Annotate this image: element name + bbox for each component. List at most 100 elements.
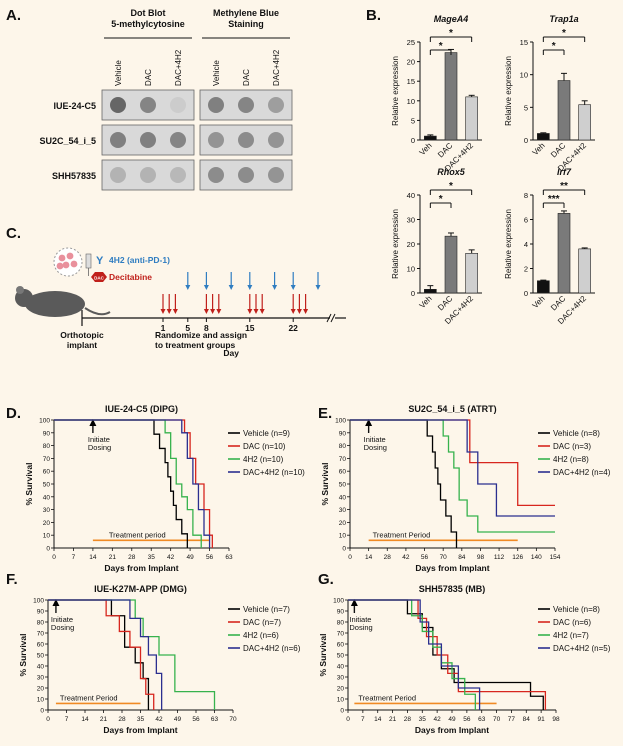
y-tick-label: 30 bbox=[337, 675, 345, 682]
x-tick-label: 7 bbox=[72, 554, 76, 561]
bar-DAC bbox=[557, 80, 571, 141]
legend-entry: Vehicle (n=8) bbox=[553, 605, 600, 614]
y-tick-label: 10 bbox=[339, 533, 347, 540]
y-tick-label: 100 bbox=[335, 418, 346, 425]
y-tick-label: 20 bbox=[43, 520, 51, 527]
blot-dot bbox=[110, 167, 126, 183]
x-tick-label: 42 bbox=[167, 554, 175, 561]
initiate-dosing-label: Initiate bbox=[88, 435, 110, 444]
day-tick-label: 8 bbox=[204, 323, 209, 333]
panel-label-F: F. bbox=[6, 571, 18, 588]
legend-entry: 4H2 (n=10) bbox=[243, 455, 284, 464]
dot-blot-group-title: Dot Blot bbox=[131, 8, 166, 18]
panel-label-B: B. bbox=[366, 7, 381, 24]
antibody-arrowhead bbox=[185, 285, 191, 290]
x-tick-label: 14 bbox=[81, 716, 89, 723]
antibody-legend-label: 4H2 (anti-PD-1) bbox=[109, 255, 170, 265]
y-tick-label: 15 bbox=[407, 77, 415, 86]
initiate-dosing-arrowhead bbox=[350, 599, 358, 606]
x-tick-label: 42 bbox=[402, 554, 410, 561]
bar-Veh bbox=[537, 280, 550, 294]
legend-entry: Vehicle (n=7) bbox=[243, 605, 290, 614]
y-tick-label: 4 bbox=[524, 240, 528, 249]
y-tick-label: 100 bbox=[333, 598, 344, 605]
y-axis-label: % Survival bbox=[318, 634, 328, 677]
significance-label: * bbox=[449, 28, 453, 39]
y-tick-label: 5 bbox=[524, 103, 528, 112]
survival-chart-title: SHH57835 (MB) bbox=[419, 584, 486, 594]
y-tick-label: 90 bbox=[43, 430, 51, 437]
y-tick-label: 50 bbox=[37, 653, 45, 660]
lane-label: DAC+4H2 bbox=[272, 49, 281, 86]
blot-dot bbox=[170, 132, 186, 148]
y-tick-label: 20 bbox=[407, 240, 415, 249]
bar-DAC+4H2 bbox=[465, 253, 478, 294]
y-tick-label: 15 bbox=[520, 38, 528, 47]
y-tick-label: 60 bbox=[339, 469, 347, 476]
y-tick-label: 90 bbox=[339, 430, 347, 437]
y-axis-label: Relative expression bbox=[504, 209, 513, 279]
x-tick-label: Veh bbox=[418, 294, 434, 310]
y-tick-label: 10 bbox=[407, 265, 415, 274]
y-tick-label: 10 bbox=[337, 697, 345, 704]
y-tick-label: 20 bbox=[407, 58, 415, 67]
y-tick-label: 2 bbox=[524, 265, 528, 274]
antibody-arrowhead bbox=[247, 285, 253, 290]
tumor-cell bbox=[66, 252, 74, 260]
significance-label: * bbox=[449, 181, 453, 192]
y-tick-label: 90 bbox=[337, 609, 345, 616]
significance-label: *** bbox=[548, 194, 560, 205]
implant-label: Orthotopic bbox=[60, 330, 104, 340]
y-axis-label: % Survival bbox=[320, 463, 330, 506]
legend-entry: 4H2 (n=7) bbox=[553, 631, 589, 640]
y-tick-label: 40 bbox=[339, 494, 347, 501]
legend-entry: DAC (n=7) bbox=[243, 618, 281, 627]
day-tick-label: 22 bbox=[288, 323, 298, 333]
bar-DAC bbox=[444, 235, 458, 294]
survival-curve-2 bbox=[48, 599, 216, 710]
x-tick-label: 14 bbox=[374, 716, 382, 723]
survival-chart-title: SU2C_54_i_5 (ATRT) bbox=[408, 404, 496, 414]
antibody-arrowhead bbox=[203, 285, 209, 290]
x-tick-label: 112 bbox=[494, 554, 505, 561]
y-tick-label: 80 bbox=[43, 443, 51, 450]
y-tick-label: 10 bbox=[520, 71, 528, 80]
drug-legend-label: Decitabine bbox=[109, 272, 152, 282]
day-tick-label: 15 bbox=[245, 323, 255, 333]
mouse-tail bbox=[84, 307, 111, 316]
blot-dot bbox=[208, 167, 224, 183]
y-tick-label: 20 bbox=[339, 520, 347, 527]
y-tick-label: 40 bbox=[37, 664, 45, 671]
legend-entry: DAC (n=10) bbox=[243, 442, 286, 451]
legend-entry: Vehicle (n=9) bbox=[243, 429, 290, 438]
significance-label: ** bbox=[560, 181, 568, 192]
bar-chart-title: Trap1a bbox=[549, 14, 578, 24]
x-tick-label: 42 bbox=[434, 716, 442, 723]
survival-curve-2 bbox=[54, 419, 202, 548]
y-tick-label: 70 bbox=[339, 456, 347, 463]
antibody-arrowhead bbox=[315, 285, 321, 290]
x-tick-label: 21 bbox=[389, 716, 397, 723]
initiate-dosing-label: Initiate bbox=[51, 615, 73, 624]
x-tick-label: 35 bbox=[137, 716, 145, 723]
blot-dot bbox=[268, 97, 284, 113]
y-tick-label: 20 bbox=[337, 686, 345, 693]
y-tick-label: 50 bbox=[43, 482, 51, 489]
decitabine-arrowhead bbox=[210, 309, 216, 314]
tumor-cell bbox=[56, 262, 64, 270]
y-tick-label: 40 bbox=[337, 664, 345, 671]
treatment-period-label: Treatment period bbox=[109, 530, 166, 539]
x-tick-label: 49 bbox=[174, 716, 182, 723]
x-tick-label: 14 bbox=[89, 554, 97, 561]
decitabine-arrowhead bbox=[290, 309, 296, 314]
y-tick-label: 6 bbox=[524, 216, 528, 225]
x-axis-label: Days from Implant bbox=[415, 563, 489, 573]
survival-curve-2 bbox=[350, 419, 555, 533]
decitabine-arrowhead bbox=[216, 309, 222, 314]
bar-chart-title: Irf7 bbox=[557, 167, 572, 177]
antibody-icon: Y bbox=[96, 255, 104, 267]
blot-dot bbox=[208, 97, 224, 113]
y-tick-label: 30 bbox=[339, 507, 347, 514]
x-tick-label: 28 bbox=[118, 716, 126, 723]
